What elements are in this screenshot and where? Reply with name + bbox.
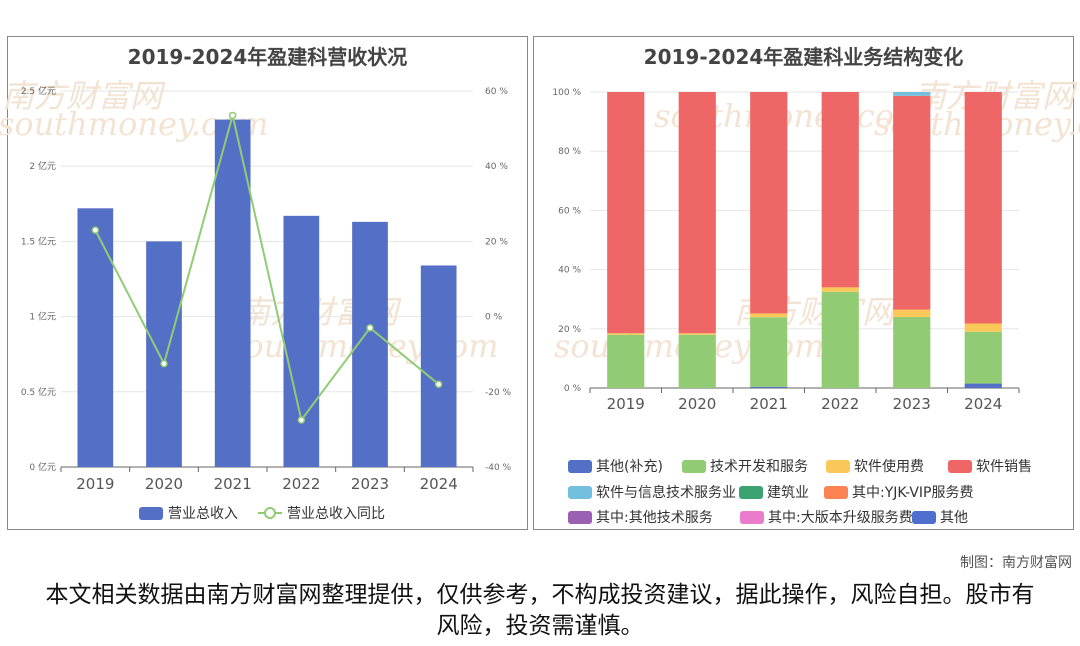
x-tick-label: 2021 [214,475,252,493]
stack-segment [607,92,645,334]
y-tick-label: 0.5 亿元 [21,386,56,398]
y-tick-label: 20 % [558,325,581,335]
stack-segment [964,331,1002,384]
legend-label: 其中:大版本升级服务费 [768,510,913,526]
x-tick-label: 2019 [607,395,645,413]
y-tick-label: 2.5 亿元 [21,85,56,97]
yoy-point [160,359,168,368]
stack-segment [607,333,645,335]
legend-label: 软件销售 [976,459,1032,475]
x-tick-label: 2022 [282,475,320,493]
x-tick-label: 2023 [893,395,931,413]
legend-swatch [739,486,763,499]
stack-segment [750,386,788,388]
legend-label: 软件使用费 [854,459,924,475]
y-tick-label: 100 % [552,88,581,98]
revenue-bar [420,265,457,467]
stack-segment [964,323,1002,332]
legend-swatch [568,460,592,473]
structure-chart: 0 % 20 % 40 % 60 % 80 % 100 % 2019 2020 2021 2022… [552,88,1020,413]
y-tick-label: 60 % [558,206,581,216]
chart-credit: 制图：南方财富网 [960,555,1072,571]
stack-segment [964,383,1002,388]
legend-swatch [912,511,936,524]
y-tick-label: 0 % [564,384,582,394]
stack-segment [964,92,1002,324]
y2-tick-label: 0 % [485,313,503,323]
stack-segment [678,92,716,334]
chart-title: 2019-2024年盈建科营收状况 [127,45,408,69]
yoy-point [434,380,443,389]
stack-segment [750,313,788,318]
y2-tick-label: -40 % [485,463,512,473]
legend-swatch [682,460,706,473]
revenue-bar [146,241,182,467]
y2-tick-label: 20 % [485,237,508,247]
stack-segment [678,334,716,388]
y-tick-label: 2 亿元 [29,160,56,172]
legend-swatch [568,511,592,524]
legend-label: 营业总收入 [168,506,238,522]
legend-label: 其中:其他技术服务 [596,510,713,526]
yoy-point [228,111,237,120]
stack-segment [750,317,788,387]
revenue-bar [283,215,320,467]
legend-swatch [740,511,764,524]
structure-chart-panel: 南方财富网 southmoney.com southmoney.com 南方财富… [533,36,1080,530]
x-tick-label: 2020 [678,395,716,413]
revenue-bar [214,119,251,468]
y2-tick-label: 40 % [485,162,508,172]
revenue-chart: 0 亿元 0.5 亿元 1 亿元 1.5 亿元 2 亿元 2.5 亿元 -40 % -20 %… [21,85,512,522]
legend-label: 其中:YJK-VIP服务费 [852,485,974,501]
stack-segment [893,309,931,317]
yoy-point [297,416,306,424]
legend-swatch [826,460,850,473]
legend-swatch [568,486,592,499]
y-tick-label: 1 亿元 [29,311,56,323]
y-tick-label: 40 % [558,266,581,276]
y-tick-label: 1.5 亿元 [21,235,56,247]
yoy-line [94,115,440,423]
legend-swatch [139,507,163,520]
stack-segment [678,333,716,335]
revenue-bar [77,208,114,467]
x-tick-label: 2022 [821,395,859,413]
legend-label: 其他(补充) [596,459,663,475]
revenue-chart-panel: 南方财富网 southmoney.com 南方财富网 southmoney.co… [0,36,528,530]
x-tick-label: 2023 [351,475,389,493]
x-tick-label: 2024 [964,395,1002,413]
stack-segment [893,95,931,310]
x-tick-label: 2024 [420,475,458,493]
yoy-point [91,226,100,234]
disclaimer-text: 本文相关数据由南方财富网整理提供，仅供参考，不构成投资建议，据此操作，风险自担。… [45,582,1035,639]
x-tick-label: 2019 [76,475,114,493]
stack-segment [821,287,859,292]
legend-label: 其他 [940,510,968,526]
stack-segment [750,92,788,314]
y2-tick-label: 60 % [485,87,508,97]
y2-tick-label: -20 % [485,388,512,398]
legend-swatch [264,507,276,519]
yoy-point [366,324,374,332]
stack-segment [821,92,859,288]
y-tick-label: 80 % [558,147,581,157]
legend-label: 营业总收入同比 [287,506,385,522]
x-tick-label: 2021 [750,395,788,413]
y-tick-label: 0 亿元 [29,461,56,473]
x-tick-label: 2020 [145,475,183,493]
legend-label: 技术开发和服务 [710,459,808,475]
stack-segment [607,334,645,388]
stack-segment [821,291,859,388]
stack-segment [893,316,931,388]
legend-label: 建筑业 [767,485,809,501]
legend-swatch [824,486,848,499]
chart-title: 2019-2024年盈建科业务结构变化 [643,45,964,69]
legend-label: 软件与信息技术服务业 [596,485,736,501]
stack-segment [893,92,931,96]
legend-swatch [948,460,972,473]
